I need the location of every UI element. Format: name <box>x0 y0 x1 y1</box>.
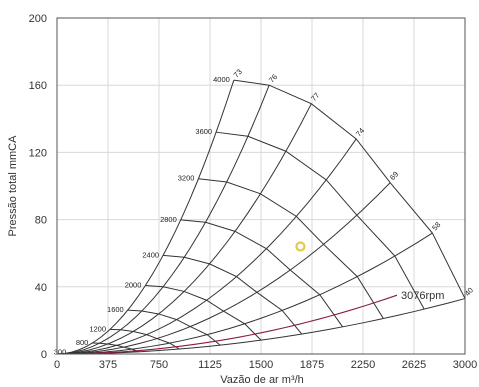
speed-curve <box>216 131 425 310</box>
system-curve-line <box>56 294 398 355</box>
x-tick-label: 1125 <box>198 359 222 371</box>
grid <box>57 18 465 354</box>
efficiency-line <box>56 138 357 355</box>
y-tick-label: 200 <box>29 13 47 25</box>
x-tick-label: 2625 <box>402 359 426 371</box>
speed-curve-label: 2400 <box>142 250 159 259</box>
speed-curve <box>145 285 262 341</box>
x-axis-label: Vazão de ar m³/h <box>220 374 304 386</box>
efficiency-line <box>56 80 235 355</box>
speed-curve-label: 2800 <box>160 215 177 224</box>
y-tick-label: 80 <box>35 215 47 227</box>
speed-curve-label: 2000 <box>125 281 142 290</box>
system-curve-label: 3076rpm <box>401 290 444 302</box>
efficiency-label: 77 <box>309 91 321 103</box>
x-tick-label: 375 <box>99 359 117 371</box>
speed-curve-label: 1600 <box>107 305 124 314</box>
x-tick-label: 0 <box>54 359 60 371</box>
y-tick-label: 160 <box>29 80 47 92</box>
speed-curve-label: 800 <box>76 338 89 347</box>
speed-curve-label: 4000 <box>213 75 230 84</box>
y-tick-label: 120 <box>29 147 47 159</box>
efficiency-line <box>56 103 312 355</box>
speed-curve <box>92 342 139 353</box>
efficiency-label: 73 <box>232 67 244 79</box>
tick-labels: 0 375 750 1125 1500 1875 2250 2625 3000 0 40 80 120 1… <box>29 13 478 371</box>
efficiency-line <box>56 182 391 355</box>
y-tick-label: 0 <box>41 349 47 361</box>
speed-curve-label: 1200 <box>89 324 106 333</box>
x-tick-label: 1875 <box>300 359 324 371</box>
efficiency-label: 58 <box>430 220 442 232</box>
speed-curve <box>198 178 384 319</box>
speed-curve <box>110 328 180 350</box>
efficiency-label: 74 <box>354 126 366 138</box>
y-axis-label: Pressão total mmCA <box>7 135 19 237</box>
speed-curve <box>127 309 221 346</box>
x-tick-label: 1500 <box>249 359 273 371</box>
efficiency-label: 76 <box>267 72 279 84</box>
x-tick-label: 3000 <box>453 359 477 371</box>
speed-curve-label: 300 <box>54 347 67 356</box>
system-curve: 3076rpm <box>56 290 444 355</box>
efficiency-label: 69 <box>388 170 400 182</box>
x-tick-label: 2250 <box>351 359 375 371</box>
speed-curve <box>180 219 344 328</box>
speed-curve <box>233 79 466 299</box>
operating-point-layer <box>295 241 306 252</box>
x-tick-label: 750 <box>150 359 168 371</box>
speed-curve <box>163 254 303 335</box>
speed-curve-label: 3200 <box>178 174 195 183</box>
y-tick-label: 40 <box>35 282 47 294</box>
plot-frame <box>56 17 466 355</box>
operating-point <box>295 241 306 252</box>
speed-curve-label: 3600 <box>195 127 212 136</box>
